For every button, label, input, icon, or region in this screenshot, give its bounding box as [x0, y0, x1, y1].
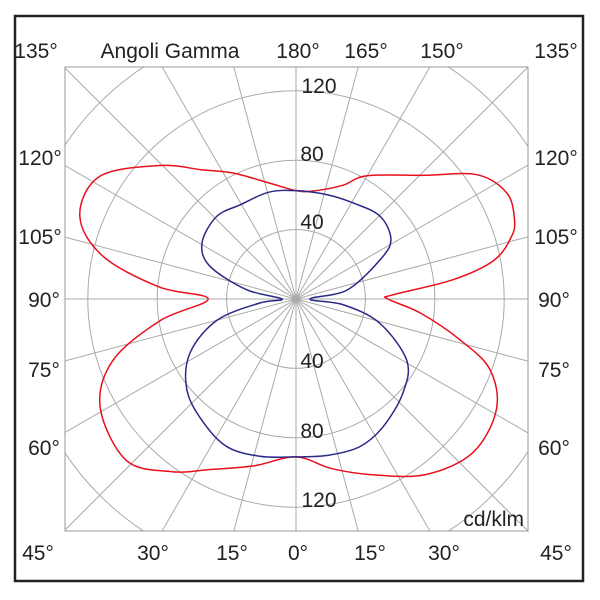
top-angle-label: 135° — [14, 40, 57, 63]
left-angle-label: 120° — [18, 147, 61, 170]
bottom-angle-label: 30° — [428, 542, 460, 565]
chart-title: Angoli Gamma — [101, 40, 240, 63]
left-angle-label: 75° — [28, 359, 60, 382]
bottom-angle-label: 30° — [137, 542, 169, 565]
left-angle-label: 90° — [28, 289, 60, 312]
ring-label-lower: 120 — [301, 489, 336, 512]
plot-box — [64, 66, 529, 532]
ring-label-lower: 40 — [300, 350, 323, 373]
bottom-angle-label: 15° — [354, 542, 386, 565]
ring-label-lower: 80 — [300, 420, 323, 443]
bottom-angle-label: 0° — [288, 542, 308, 565]
top-angle-label: 150° — [420, 40, 463, 63]
bottom-angle-label: 45° — [22, 542, 54, 565]
right-angle-label: 75° — [538, 359, 570, 382]
right-angle-label: 105° — [534, 226, 577, 249]
intensity-curve-2 — [184, 189, 410, 459]
intensity-curve-1 — [79, 164, 516, 478]
ring-label-upper: 80 — [300, 143, 323, 166]
top-angle-label: 180° — [276, 40, 319, 63]
grid-spoke — [233, 67, 359, 531]
ring-label-upper: 120 — [301, 75, 336, 98]
top-angle-label: 135° — [534, 40, 577, 63]
right-angle-label: 60° — [538, 437, 570, 460]
unit-label: cd/klm — [463, 508, 524, 531]
bottom-angle-label: 45° — [540, 542, 572, 565]
right-angle-label: 120° — [534, 147, 577, 170]
right-angle-label: 90° — [538, 289, 570, 312]
bottom-angle-label: 15° — [216, 542, 248, 565]
left-angle-label: 60° — [28, 437, 60, 460]
ring-label-upper: 40 — [300, 211, 323, 234]
left-angle-label: 105° — [18, 226, 61, 249]
top-angle-label: 165° — [344, 40, 387, 63]
